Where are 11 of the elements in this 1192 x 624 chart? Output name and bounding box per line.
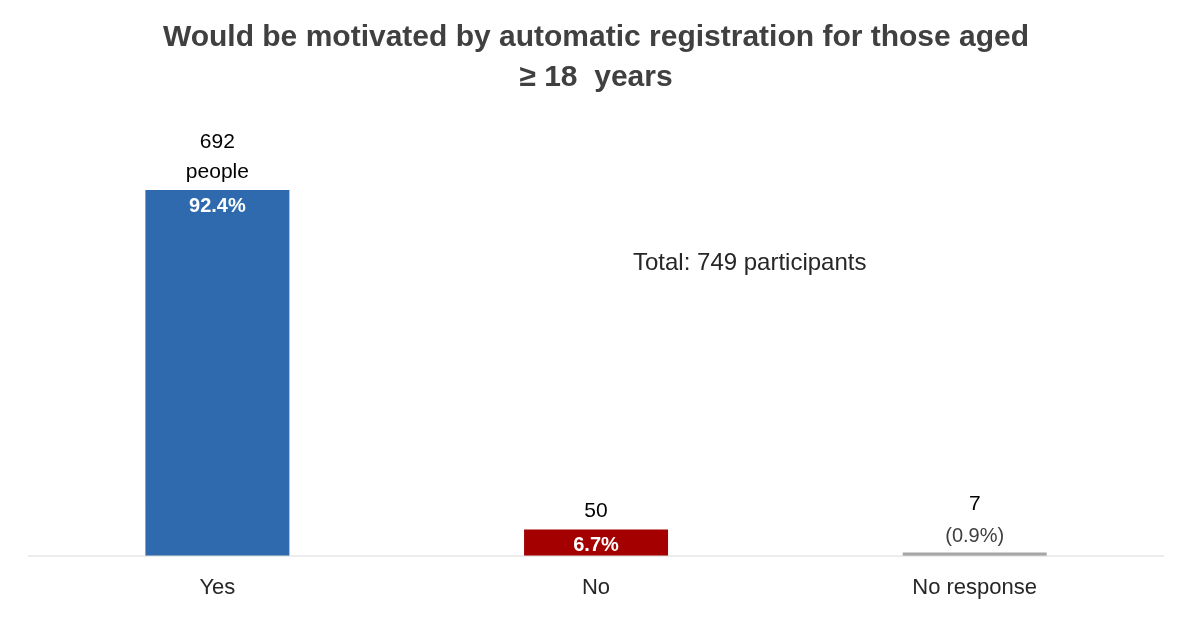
data-label: 6.7% <box>573 533 620 556</box>
x-tick-label: No response <box>912 573 1038 599</box>
data-label: (0.9%) <box>945 524 1005 547</box>
chart-title: Would be motivated by automatic registration for those aged ≥ 18 years <box>161 18 1031 94</box>
x-tick-label: No <box>581 573 611 599</box>
data-label: 92.4% <box>189 194 246 216</box>
annotation: 50 <box>584 498 608 522</box>
annotation: 692 people <box>185 129 249 182</box>
annotation: Total: 749 participants <box>633 248 867 276</box>
annotation: 7 <box>968 491 981 515</box>
x-tick-label: Yes <box>199 573 236 599</box>
